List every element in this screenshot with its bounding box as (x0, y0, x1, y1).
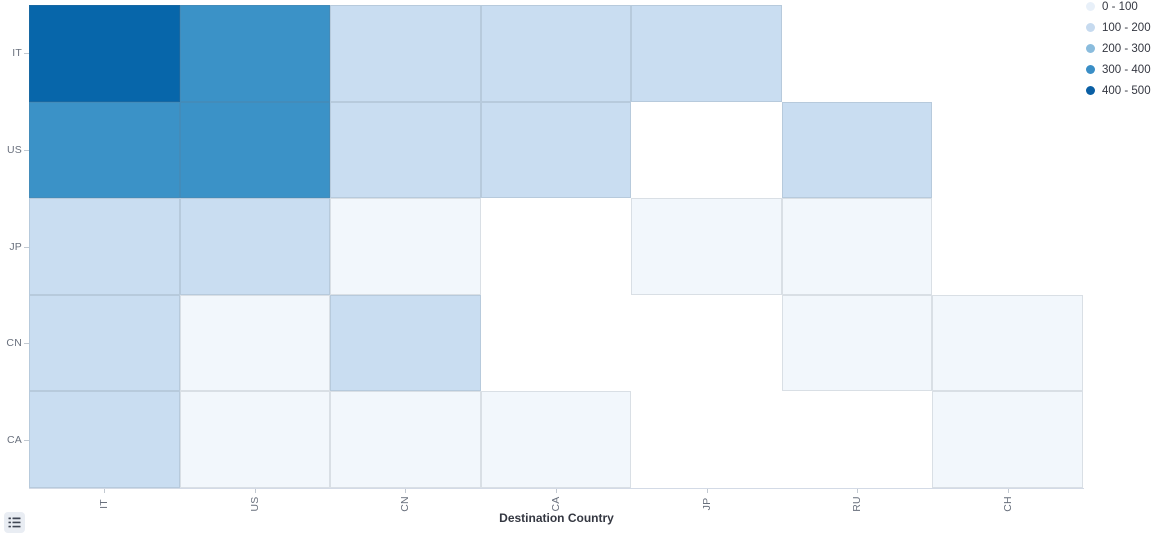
heatmap-cell-US-CA[interactable] (480, 101, 632, 199)
legend-item-0-100[interactable]: 0 - 100 (1086, 0, 1151, 17)
y-tick-label-CN: CN (6, 337, 22, 350)
heatmap-cell-JP-JP[interactable] (631, 198, 782, 295)
heatmap-cell-JP-IT[interactable] (29, 198, 180, 295)
heatmap-cell-US-CN[interactable] (330, 101, 481, 199)
heatmap-cell-CA-JP[interactable] (631, 391, 782, 488)
legend-item-400-500[interactable]: 400 - 500 (1086, 80, 1151, 101)
legend-item-label: 300 - 400 (1102, 63, 1151, 76)
heatmap-cell-US-IT[interactable] (29, 101, 180, 199)
heatmap-cell-IT-IT[interactable] (29, 5, 180, 102)
heatmap-cell-CN-CA[interactable] (481, 295, 632, 392)
x-axis-tick (104, 489, 106, 493)
list-icon (8, 517, 21, 528)
heatmap-cell-JP-CH[interactable] (932, 198, 1083, 295)
y-axis-tick (24, 343, 29, 345)
heatmap-cell-CA-CA[interactable] (480, 391, 632, 488)
heatmap-cell-CA-US[interactable] (179, 391, 331, 488)
heatmap-cell-JP-RU[interactable] (781, 198, 933, 295)
heatmap-cell-CN-CN[interactable] (330, 294, 481, 392)
heatmap-cell-IT-RU[interactable] (782, 5, 933, 102)
heatmap-cell-CN-CH[interactable] (932, 294, 1083, 392)
heatmap-cell-IT-CA[interactable] (480, 5, 632, 102)
legend-swatch-icon (1086, 86, 1095, 95)
heatmap-cell-IT-CN[interactable] (330, 5, 481, 102)
y-axis-tick (24, 53, 29, 55)
legend-item-label: 200 - 300 (1102, 42, 1151, 55)
x-axis-tick (405, 489, 407, 493)
y-tick-label-CA: CA (7, 433, 22, 446)
heatmap-cell-CA-CH[interactable] (932, 391, 1083, 488)
x-axis-title: Destination Country (499, 511, 614, 525)
legend: 0 - 100 100 - 200 200 - 300 300 - 400 400 - … (1086, 0, 1151, 101)
heatmap-cell-JP-CN[interactable] (330, 198, 481, 295)
x-axis-tick (254, 489, 256, 493)
x-tick-label-JP: JP (700, 497, 713, 511)
heatmap-cell-US-RU[interactable] (781, 101, 933, 199)
legend-item-200-300[interactable]: 200 - 300 (1086, 38, 1151, 59)
x-axis-tick (1007, 489, 1009, 493)
heatmap-cell-CN-JP[interactable] (631, 295, 782, 392)
y-tick-label-IT: IT (12, 47, 22, 60)
legend-swatch-icon (1086, 2, 1095, 11)
legend-swatch-icon (1086, 65, 1095, 74)
x-tick-label-CH: CH (1001, 496, 1014, 512)
x-tick-label-US: US (248, 496, 261, 512)
legend-swatch-icon (1086, 44, 1095, 53)
x-tick-label-CA: CA (550, 496, 562, 512)
x-tick-label-IT: IT (98, 499, 111, 509)
heatmap-cell-JP-CA[interactable] (481, 198, 632, 295)
heatmap-cell-CN-US[interactable] (179, 294, 331, 392)
x-tick-label-RU: RU (851, 496, 864, 512)
legend-item-label: 100 - 200 (1102, 21, 1151, 34)
x-axis-tick (857, 489, 859, 493)
y-axis-tick (24, 246, 29, 248)
heatmap-cell-CN-IT[interactable] (29, 294, 180, 392)
legend-item-label: 400 - 500 (1102, 84, 1151, 97)
heatmap-cell-CA-RU[interactable] (782, 391, 933, 488)
heatmap-cell-US-JP[interactable] (631, 102, 782, 199)
heatmap-cell-IT-US[interactable] (179, 5, 331, 102)
legend-swatch-icon (1086, 23, 1095, 32)
y-axis-tick (24, 149, 29, 151)
heatmap-cell-JP-US[interactable] (179, 198, 331, 295)
x-axis-line (29, 488, 1084, 489)
x-axis-tick (706, 489, 708, 493)
heatmap-cell-CA-CN[interactable] (330, 391, 481, 488)
x-axis-tick (556, 489, 557, 493)
heatmap-cell-IT-CH[interactable] (932, 5, 1083, 102)
y-tick-label-US: US (7, 143, 22, 156)
legend-item-300-400[interactable]: 300 - 400 (1086, 59, 1151, 80)
y-axis-tick (24, 439, 29, 441)
legend-item-100-200[interactable]: 100 - 200 (1086, 17, 1151, 38)
heatmap-cell-CA-IT[interactable] (29, 391, 180, 488)
heatmap-cell-US-CH[interactable] (932, 102, 1083, 199)
legend-toggle-button[interactable] (4, 512, 25, 533)
x-tick-label-CN: CN (399, 496, 412, 512)
legend-item-label: 0 - 100 (1102, 0, 1138, 13)
heatmap-cell-US-US[interactable] (179, 101, 331, 199)
heatmap-cell-CN-RU[interactable] (781, 294, 933, 392)
heatmap-cell-IT-JP[interactable] (631, 5, 782, 102)
heatmap-plot (29, 5, 1083, 488)
y-tick-label-JP: JP (9, 240, 22, 253)
